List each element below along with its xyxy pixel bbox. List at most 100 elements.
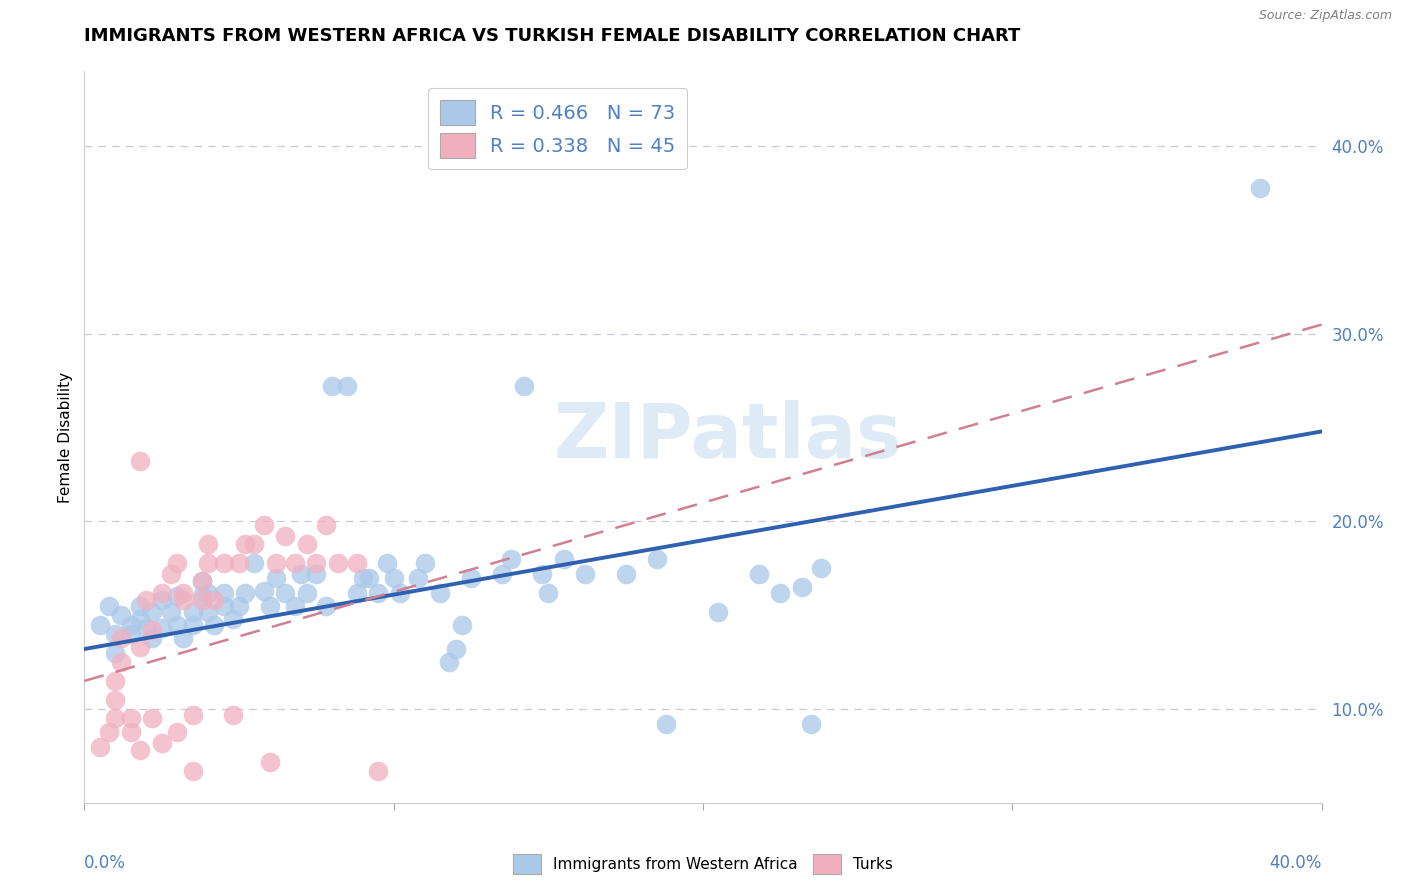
Point [212,586,235,600]
Point [98,599,121,613]
Point [166,724,188,739]
Point [191,590,214,604]
Point [614,566,637,581]
Point [336,379,359,393]
Point [104,692,127,706]
Point [104,627,127,641]
Point [202,593,225,607]
Point [160,605,183,619]
Point [150,586,173,600]
Point [129,599,152,613]
Point [264,571,287,585]
Point [104,673,127,688]
Point [197,556,219,570]
Point [645,552,668,566]
Point [191,574,214,589]
Point [295,537,318,551]
Point [135,621,157,635]
Point [259,599,281,613]
Point [243,556,266,570]
Point [89,739,111,754]
Point [150,736,173,750]
Point [150,593,173,607]
Point [748,566,770,581]
Point [357,571,380,585]
Point [104,646,127,660]
Point [129,612,152,626]
Point [197,586,219,600]
Point [181,764,204,778]
Text: IMMIGRANTS FROM WESTERN AFRICA VS TURKISH FEMALE DISABILITY CORRELATION CHART: IMMIGRANTS FROM WESTERN AFRICA VS TURKIS… [84,27,1021,45]
Point [284,599,307,613]
Text: Source: ZipAtlas.com: Source: ZipAtlas.com [1258,9,1392,22]
Point [150,621,173,635]
Text: 0.0%: 0.0% [84,854,127,872]
Point [166,556,188,570]
Point [274,529,297,543]
Point [129,743,152,757]
Text: ZIPatlas: ZIPatlas [554,401,903,474]
Point [388,586,411,600]
Point [501,552,523,566]
Point [810,561,832,575]
Point [253,583,276,598]
Point [274,586,297,600]
Legend: Immigrants from Western Africa, Turks: Immigrants from Western Africa, Turks [508,848,898,880]
Point [129,454,152,468]
Point [172,631,194,645]
Point [120,617,142,632]
Point [228,599,250,613]
Point [233,586,256,600]
Point [450,617,472,632]
Point [491,566,513,581]
Point [197,605,219,619]
Point [172,593,194,607]
Point [191,574,214,589]
Point [264,556,287,570]
Point [120,724,142,739]
Point [707,605,730,619]
Point [346,556,368,570]
Point [290,566,312,581]
Text: 40.0%: 40.0% [1270,854,1322,872]
Point [120,627,142,641]
Point [212,599,235,613]
Point [512,379,534,393]
Point [141,624,163,638]
Point [382,571,405,585]
Point [531,566,554,581]
Point [141,711,163,725]
Point [233,537,256,551]
Point [315,518,337,533]
Point [110,608,132,623]
Point [104,711,127,725]
Point [429,586,451,600]
Point [191,593,214,607]
Point [326,556,349,570]
Point [553,552,575,566]
Point [537,586,560,600]
Point [367,586,389,600]
Point [346,586,368,600]
Point [460,571,482,585]
Point [259,755,281,769]
Point [197,537,219,551]
Point [135,593,157,607]
Point [212,556,235,570]
Point [655,717,678,731]
Point [141,605,163,619]
Point [228,556,250,570]
Point [305,566,328,581]
Legend: R = 0.466   N = 73, R = 0.338   N = 45: R = 0.466 N = 73, R = 0.338 N = 45 [429,88,688,169]
Y-axis label: Female Disability: Female Disability [58,371,73,503]
Point [439,655,461,669]
Point [284,556,307,570]
Point [413,556,436,570]
Point [166,590,188,604]
Point [253,518,276,533]
Point [321,379,343,393]
Point [315,599,337,613]
Point [790,580,813,594]
Point [160,566,183,581]
Point [181,707,204,722]
